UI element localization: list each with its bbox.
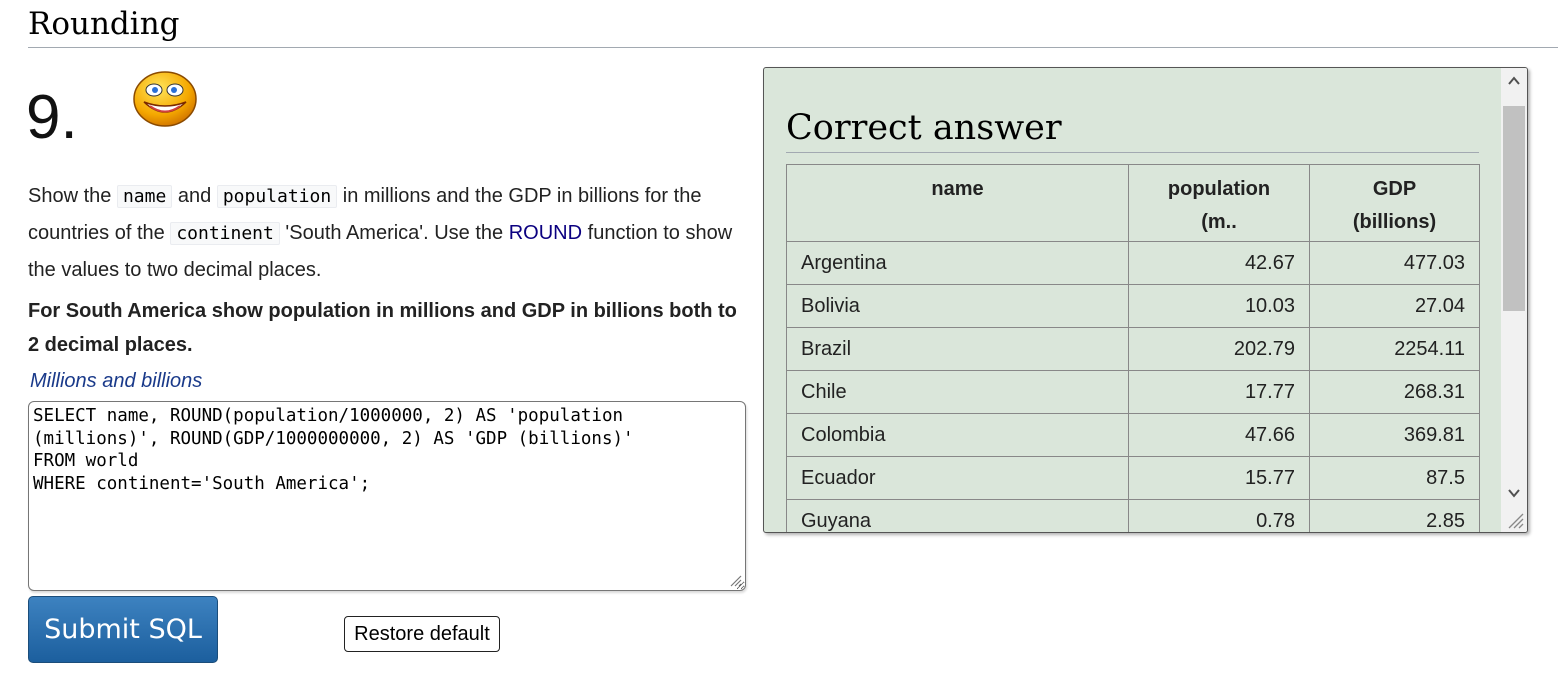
cell-gdp: 268.31	[1309, 370, 1480, 414]
section-title: Rounding	[28, 6, 180, 42]
hint-label: Millions and billions	[30, 370, 203, 392]
question-number: 9.	[26, 83, 78, 152]
scrollbar-thumb[interactable]	[1503, 106, 1525, 311]
scroll-down-arrow-icon[interactable]	[1506, 486, 1522, 500]
cell-name: Bolivia	[786, 284, 1129, 328]
restore-default-button[interactable]: Restore default	[344, 616, 500, 652]
cell-name: Argentina	[786, 241, 1129, 285]
cell-gdp: 369.81	[1309, 413, 1480, 457]
scroll-up-arrow-icon[interactable]	[1506, 74, 1522, 88]
cell-name: Colombia	[786, 413, 1129, 457]
cell-name: Brazil	[786, 327, 1129, 371]
cell-gdp: 2254.11	[1309, 327, 1480, 371]
cell-gdp: 477.03	[1309, 241, 1480, 285]
code-continent: continent	[170, 222, 280, 245]
result-table: name population (m.. GDP (billions) Argent…	[786, 164, 1480, 532]
header-population: population (m..	[1128, 164, 1310, 242]
cell-name: Ecuador	[786, 456, 1129, 500]
sql-editor[interactable]: SELECT name, ROUND(population/1000000, 2…	[28, 401, 746, 591]
cell-population: 10.03	[1128, 284, 1310, 328]
table-row: Ecuador 15.77 87.5	[786, 456, 1480, 500]
resize-grip-icon[interactable]	[1504, 509, 1524, 529]
cell-population: 17.77	[1128, 370, 1310, 414]
table-row: Guyana 0.78 2.85	[786, 499, 1480, 532]
cell-population: 47.66	[1128, 413, 1310, 457]
cell-gdp: 27.04	[1309, 284, 1480, 328]
answer-divider	[786, 152, 1479, 153]
cell-population: 42.67	[1128, 241, 1310, 285]
cell-name: Chile	[786, 370, 1129, 414]
header-name: name	[786, 164, 1129, 242]
header-gdp: GDP (billions)	[1309, 164, 1480, 242]
table-row: Chile 17.77 268.31	[786, 370, 1480, 414]
cell-gdp: 87.5	[1309, 456, 1480, 500]
table-row: Argentina 42.67 477.03	[786, 241, 1480, 285]
submit-sql-button[interactable]: Submit SQL	[28, 596, 218, 663]
question-description: Show the name and population in millions…	[28, 185, 733, 281]
table-row: Bolivia 10.03 27.04	[786, 284, 1480, 328]
cell-gdp: 2.85	[1309, 499, 1480, 532]
sql-text: SELECT name, ROUND(population/1000000, 2…	[33, 406, 634, 494]
round-function-link[interactable]: ROUND	[508, 222, 583, 244]
code-population: population	[216, 185, 338, 208]
cell-population: 15.77	[1128, 456, 1310, 500]
code-name: name	[116, 185, 173, 208]
question-instruction: For South America show population in mil…	[28, 300, 737, 356]
table-row: Colombia 47.66 369.81	[786, 413, 1480, 457]
vertical-scrollbar[interactable]	[1501, 68, 1527, 532]
cell-population: 202.79	[1128, 327, 1310, 371]
cell-name: Guyana	[786, 499, 1129, 532]
smiley-face-icon	[133, 71, 197, 127]
resize-grip-icon[interactable]	[728, 573, 742, 587]
correct-answer-panel[interactable]: Correct answer name population (m.. GDP (b…	[763, 67, 1528, 533]
answer-title: Correct answer	[786, 108, 1062, 148]
table-row: Brazil 202.79 2254.11	[786, 327, 1480, 371]
section-divider	[28, 47, 1558, 48]
cell-population: 0.78	[1128, 499, 1310, 532]
